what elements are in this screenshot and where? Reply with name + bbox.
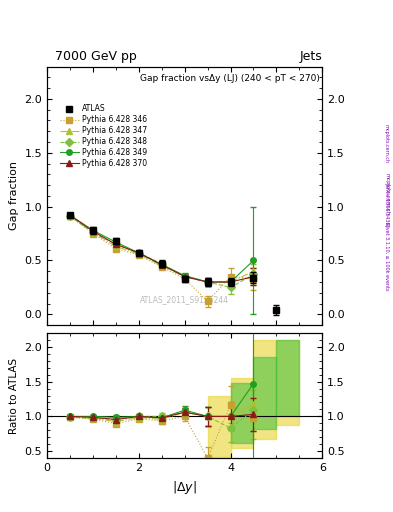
Text: mcplots.cern.ch: mcplots.cern.ch (384, 124, 389, 163)
Text: 7000 GeV pp: 7000 GeV pp (55, 50, 137, 63)
Text: Gap fraction vsΔy (LJ) (240 < pT < 270): Gap fraction vsΔy (LJ) (240 < pT < 270) (140, 74, 320, 83)
Text: mcplots.cern.ch: mcplots.cern.ch (385, 174, 389, 216)
Legend: ATLAS, Pythia 6.428 346, Pythia 6.428 347, Pythia 6.428 348, Pythia 6.428 349, P: ATLAS, Pythia 6.428 346, Pythia 6.428 34… (57, 101, 150, 171)
Y-axis label: Ratio to ATLAS: Ratio to ATLAS (9, 357, 19, 434)
Text: [arXiv:1306.3436]: [arXiv:1306.3436] (384, 183, 389, 227)
Text: Jets: Jets (299, 50, 322, 63)
X-axis label: $|\Delta y|$: $|\Delta y|$ (172, 479, 197, 496)
Text: ATLAS_2011_S9126244: ATLAS_2011_S9126244 (140, 295, 229, 304)
Text: Rivet 3.1.10, ≥ 100k events: Rivet 3.1.10, ≥ 100k events (384, 222, 389, 290)
Y-axis label: Gap fraction: Gap fraction (9, 161, 19, 230)
